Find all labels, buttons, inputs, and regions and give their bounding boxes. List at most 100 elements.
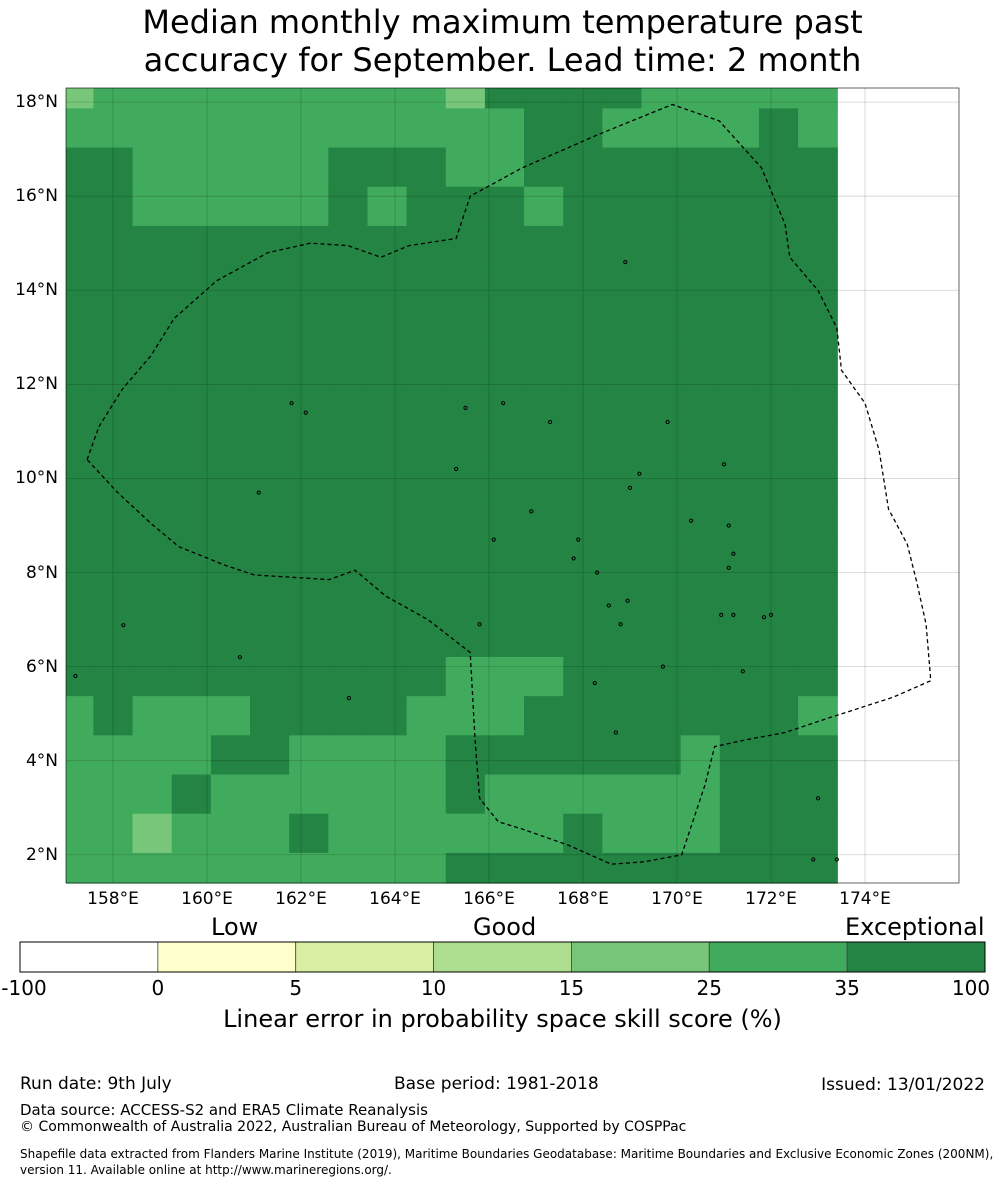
grid-cell <box>171 656 212 697</box>
colorbar-tick-label: 0 <box>151 976 165 1000</box>
grid-cell <box>524 735 564 776</box>
grid-cell <box>328 343 369 384</box>
grid-cell <box>328 578 369 619</box>
grid-cell <box>406 343 447 384</box>
grid-cell <box>66 304 95 345</box>
grid-cell <box>289 343 329 384</box>
grid-cell <box>210 578 251 619</box>
grid-cell <box>250 147 290 188</box>
grid-cell <box>66 225 95 266</box>
copyright: © Commonwealth of Australia 2022, Austra… <box>20 1119 687 1135</box>
base-period: Base period: 1981-2018 <box>394 1074 599 1094</box>
island <box>289 401 294 406</box>
island <box>606 603 611 608</box>
grid-cell <box>798 539 838 580</box>
grid-cell <box>250 656 290 697</box>
grid-cell <box>132 421 173 462</box>
grid-cell <box>328 225 369 266</box>
colorbar-box <box>295 941 434 973</box>
grid-cell <box>171 421 212 462</box>
grid-cell <box>602 539 643 580</box>
grid-cell <box>93 578 134 619</box>
grid-cell <box>328 774 369 815</box>
grid-cell <box>171 147 212 188</box>
grid-cell <box>719 304 760 345</box>
grid-cell <box>289 265 329 305</box>
island <box>121 623 126 628</box>
grid-cell <box>171 304 212 345</box>
grid-cell <box>171 265 212 305</box>
longitude-tick-label: 158°E <box>87 889 139 909</box>
longitude-tick-label: 162°E <box>275 889 327 909</box>
qualitative-label-good: Good <box>473 913 537 941</box>
grid-cell <box>210 813 251 854</box>
grid-cell <box>680 186 721 227</box>
grid-cell <box>445 813 486 854</box>
island <box>501 401 506 406</box>
grid-cell <box>289 578 329 619</box>
grid-cell <box>250 500 290 541</box>
grid-cell <box>563 735 603 776</box>
latitude-tick-label: 18°N <box>15 92 58 113</box>
grid-cell <box>719 265 760 305</box>
colorbar-box <box>571 941 710 973</box>
grid-cell <box>641 186 682 227</box>
grid-cell <box>367 421 408 462</box>
grid-cell <box>289 421 329 462</box>
grid-cell <box>93 265 134 305</box>
grid-cell <box>210 696 251 736</box>
skill-score-map <box>65 87 960 884</box>
island <box>731 551 736 556</box>
grid-cell <box>93 421 134 462</box>
grid-cell <box>367 343 408 384</box>
latitude-tick-label: 4°N <box>25 750 58 771</box>
grid-cell <box>132 539 173 580</box>
grid-cell <box>445 382 486 423</box>
grid-cell <box>406 147 447 188</box>
graticule <box>66 88 959 883</box>
grid-cell <box>132 225 173 266</box>
grid-cell <box>93 852 134 884</box>
grid-cell <box>210 382 251 423</box>
colorbar-tick-label: 25 <box>696 976 722 1000</box>
grid-cell <box>758 108 799 149</box>
grid-cell <box>719 735 760 776</box>
island <box>834 857 839 862</box>
grid-cell <box>719 852 760 884</box>
grid-cell <box>93 147 134 188</box>
grid-cell <box>641 147 682 188</box>
grid-cell <box>641 735 682 776</box>
grid-cell <box>289 696 329 736</box>
grid-cell <box>484 852 525 884</box>
colorbar-tick-label: 35 <box>834 976 860 1000</box>
colorbar-boxes <box>19 941 986 973</box>
grid-cell <box>367 147 408 188</box>
grid-cell <box>367 539 408 580</box>
grid-cell <box>66 852 95 884</box>
grid-cell <box>445 147 486 188</box>
grid-cell <box>641 88 682 109</box>
grid-cell <box>758 186 799 227</box>
grid-cell <box>250 343 290 384</box>
grid-cell <box>798 656 838 697</box>
island <box>721 462 727 467</box>
grid-cell <box>171 578 212 619</box>
grid-cell <box>210 461 251 501</box>
grid-cell <box>367 88 408 109</box>
colorbar-box <box>846 941 986 973</box>
grid-cell <box>680 539 721 580</box>
grid-cell <box>563 382 603 423</box>
grid-cell <box>406 852 447 884</box>
grid-cell <box>250 813 290 854</box>
grid-cell <box>524 421 564 462</box>
grid-cell <box>289 617 329 658</box>
grid-cell <box>680 225 721 266</box>
grid-cell <box>602 186 643 227</box>
grid-cell <box>406 813 447 854</box>
grid-cell <box>406 774 447 815</box>
grid-cell <box>680 813 721 854</box>
grid-cell <box>602 696 643 736</box>
grid-cell <box>524 617 564 658</box>
grid-cell <box>758 265 799 305</box>
island <box>303 410 308 415</box>
